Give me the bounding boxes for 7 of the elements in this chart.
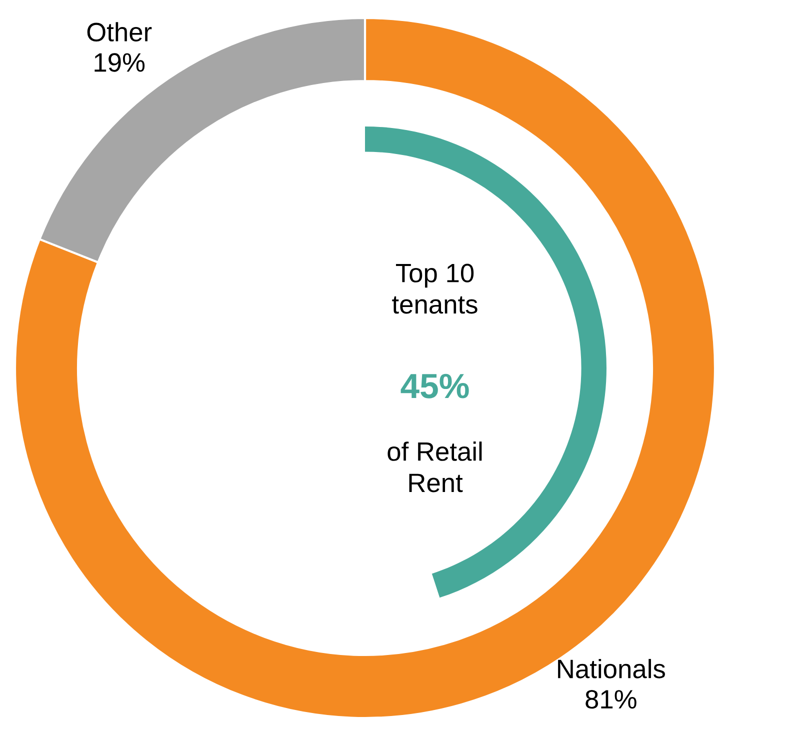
data-label: 45% [400, 374, 469, 398]
data-label: 19% [94, 53, 145, 72]
slice-label: Nationals [558, 658, 665, 678]
data-label: 81% [586, 690, 636, 709]
text: of Retail Rent [388, 442, 482, 492]
slice-label: Other [87, 22, 152, 42]
text: Top 10 tenants [392, 264, 478, 314]
